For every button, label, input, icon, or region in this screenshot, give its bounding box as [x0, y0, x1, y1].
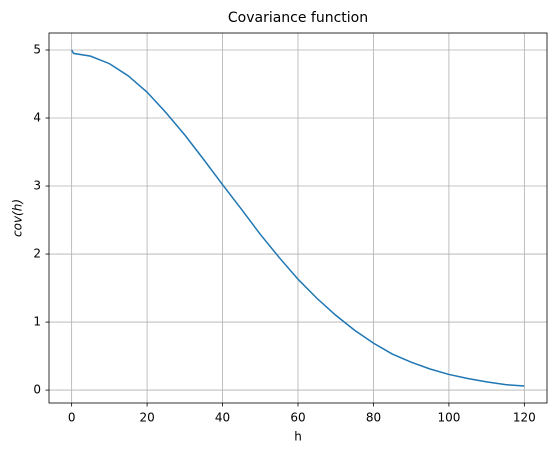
- y-tick-label: 5: [33, 43, 41, 57]
- y-tick-label: 3: [33, 179, 41, 193]
- x-tick-label: 40: [215, 411, 230, 425]
- x-tick-label: 60: [290, 411, 305, 425]
- x-axis-label: h: [294, 430, 302, 444]
- data-line: [70, 49, 525, 387]
- x-tick-label: 20: [139, 411, 154, 425]
- x-tick-label: 100: [437, 411, 460, 425]
- plot-frame: [48, 32, 548, 404]
- y-tick-label: 0: [33, 383, 41, 397]
- x-tick-label: 80: [366, 411, 381, 425]
- y-tick-label: 2: [33, 247, 41, 261]
- x-tick-label: 0: [68, 411, 76, 425]
- y-axis-label: cov(h): [11, 199, 25, 237]
- x-tick-label: 120: [513, 411, 536, 425]
- chart-title: Covariance function: [228, 10, 368, 26]
- y-tick-label: 1: [33, 315, 41, 329]
- y-tick-label: 4: [33, 111, 41, 125]
